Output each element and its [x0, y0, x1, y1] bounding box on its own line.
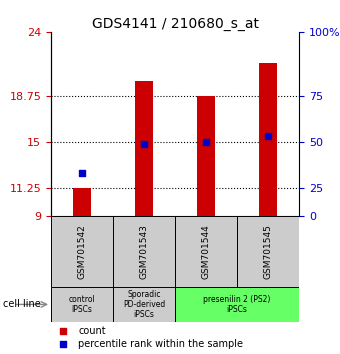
- FancyBboxPatch shape: [51, 216, 113, 287]
- Point: [79, 170, 85, 176]
- FancyBboxPatch shape: [113, 287, 175, 322]
- FancyBboxPatch shape: [113, 216, 175, 287]
- FancyBboxPatch shape: [51, 287, 113, 322]
- Point: [61, 328, 66, 334]
- FancyBboxPatch shape: [237, 216, 299, 287]
- FancyBboxPatch shape: [175, 287, 299, 322]
- Point: [141, 141, 147, 147]
- Title: GDS4141 / 210680_s_at: GDS4141 / 210680_s_at: [91, 17, 259, 31]
- Bar: [198, 96, 215, 216]
- Text: GSM701544: GSM701544: [202, 224, 210, 279]
- Bar: [259, 63, 277, 216]
- Text: percentile rank within the sample: percentile rank within the sample: [78, 339, 243, 349]
- Text: count: count: [78, 326, 106, 336]
- Text: presenilin 2 (PS2)
iPSCs: presenilin 2 (PS2) iPSCs: [203, 295, 271, 314]
- Bar: [73, 188, 91, 216]
- Text: GSM701542: GSM701542: [78, 224, 86, 279]
- Text: cell line: cell line: [3, 299, 41, 309]
- Text: GSM701545: GSM701545: [264, 224, 273, 279]
- FancyBboxPatch shape: [175, 216, 237, 287]
- Text: control
IPSCs: control IPSCs: [69, 295, 96, 314]
- Point: [61, 342, 66, 347]
- Point: [266, 133, 271, 138]
- Text: GSM701543: GSM701543: [140, 224, 149, 279]
- Point: [203, 139, 209, 145]
- Text: Sporadic
PD-derived
iPSCs: Sporadic PD-derived iPSCs: [123, 290, 165, 319]
- Bar: [135, 81, 153, 216]
